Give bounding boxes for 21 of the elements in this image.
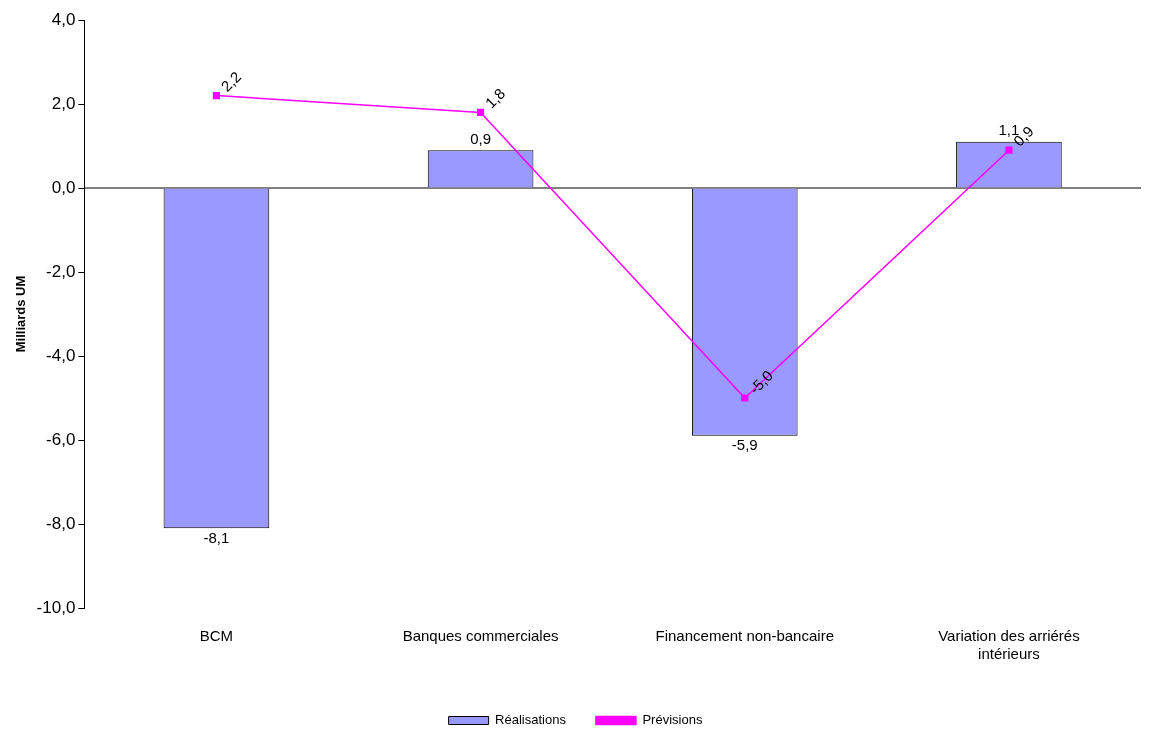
y-tick-label: -2,0: [46, 261, 76, 281]
data-label: -5,0: [745, 366, 777, 398]
data-label: 1,8: [481, 84, 509, 112]
x-tick-label: Banques commerciales: [402, 627, 559, 645]
y-tick-label: -6,0: [46, 429, 76, 449]
x-tick-label: Financement non-bancaire: [655, 627, 834, 645]
y-tick-label: 2,0: [51, 93, 76, 113]
data-label: -8,1: [203, 528, 230, 546]
data-label: -5,9: [731, 436, 758, 454]
y-axis-title: Milliards UM: [13, 275, 29, 353]
y-tick-label: 4,0: [51, 9, 76, 29]
legend-label: Réalisations: [495, 712, 567, 728]
legend-label: Prévisions: [642, 712, 703, 728]
x-tick-label: BCM: [199, 627, 234, 645]
y-tick-label: -8,0: [46, 513, 76, 533]
y-tick-label: -10,0: [36, 597, 76, 617]
data-label: 0,9: [470, 129, 492, 147]
y-tick-label: -4,0: [46, 345, 76, 365]
x-tick-label: Variation des arriérés intérieurs: [938, 627, 1080, 663]
data-label: 2,2: [217, 67, 245, 95]
y-tick-label: 0,0: [51, 177, 76, 197]
